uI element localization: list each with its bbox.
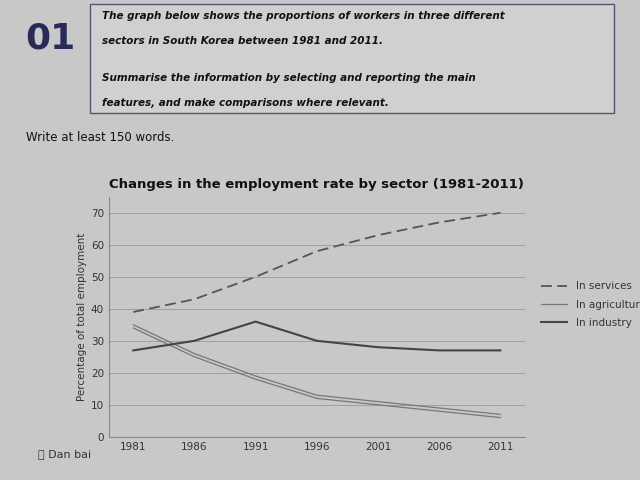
In services [191, 296, 198, 302]
Y-axis label: Percentage of total employment: Percentage of total employment [77, 233, 86, 401]
In industry [313, 338, 321, 344]
In agriculture [313, 396, 321, 401]
Legend: In services, In agriculture, In industry: In services, In agriculture, In industry [538, 278, 640, 331]
In services [497, 210, 504, 216]
In services [374, 232, 382, 238]
Text: Summarise the information by selecting and reporting the main: Summarise the information by selecting a… [102, 73, 476, 83]
In industry [497, 348, 504, 353]
Text: 01: 01 [26, 22, 76, 56]
In agriculture [374, 402, 382, 408]
Text: features, and make comparisons where relevant.: features, and make comparisons where rel… [102, 98, 389, 108]
Text: Write at least 150 words.: Write at least 150 words. [26, 132, 174, 144]
Text: 🖹 Dan bai: 🖹 Dan bai [38, 449, 92, 459]
Text: sectors in South Korea between 1981 and 2011.: sectors in South Korea between 1981 and … [102, 36, 383, 47]
Line: In services: In services [133, 213, 500, 312]
In services [435, 219, 443, 225]
In agriculture [252, 376, 259, 382]
Line: In agriculture: In agriculture [133, 328, 500, 418]
In industry [374, 344, 382, 350]
Text: The graph below shows the proportions of workers in three different: The graph below shows the proportions of… [102, 11, 505, 21]
In services [129, 309, 137, 315]
In agriculture [191, 354, 198, 360]
In industry [129, 348, 137, 353]
In agriculture [129, 325, 137, 331]
Line: In industry: In industry [133, 322, 500, 350]
In industry [191, 338, 198, 344]
Title: Changes in the employment rate by sector (1981-2011): Changes in the employment rate by sector… [109, 179, 524, 192]
In services [252, 274, 259, 280]
In services [313, 248, 321, 254]
FancyBboxPatch shape [90, 4, 614, 113]
In industry [252, 319, 259, 324]
In agriculture [497, 415, 504, 420]
In agriculture [435, 408, 443, 414]
In industry [435, 348, 443, 353]
